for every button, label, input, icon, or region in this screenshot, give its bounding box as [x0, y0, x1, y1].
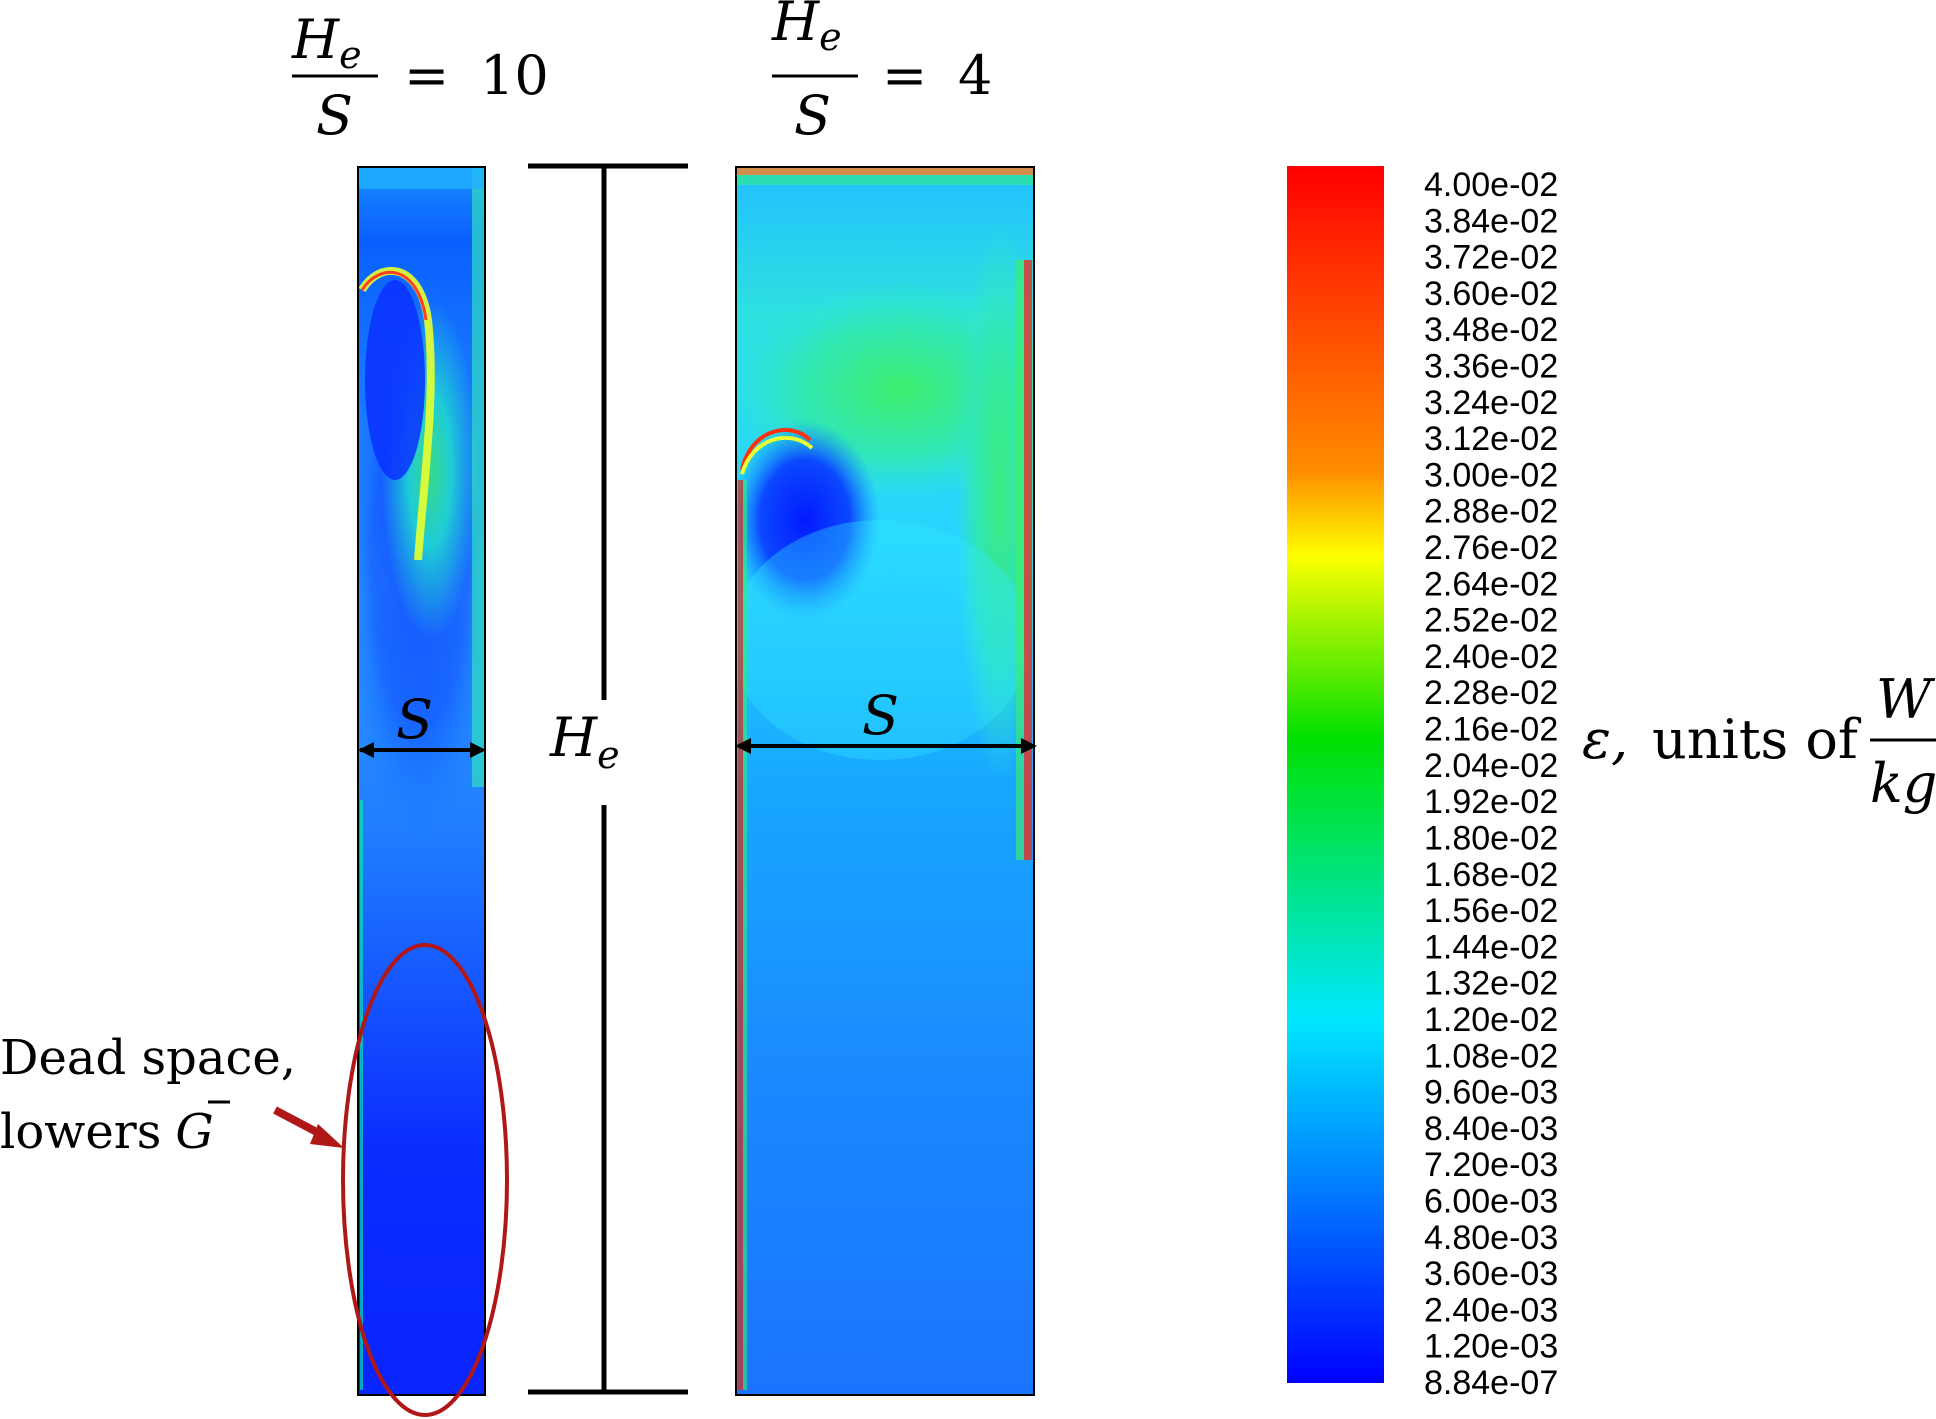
colorbar-tick-label: 3.72e-02	[1424, 239, 1558, 277]
title-ratio-4: He S = 4	[771, 0, 992, 147]
svg-text:He: He	[291, 8, 362, 77]
he-label: He	[549, 706, 620, 777]
colorbar-tick-label: 8.40e-03	[1424, 1110, 1558, 1148]
colorbar-tick-label: 1.68e-02	[1424, 856, 1558, 894]
colorbar-tick-label: 4.00e-02	[1424, 166, 1558, 204]
colorbar-tick-label: 2.52e-02	[1424, 602, 1558, 640]
colorbar-tick-label: 8.84e-07	[1424, 1364, 1558, 1402]
colorbar-tick-label: 2.76e-02	[1424, 529, 1558, 567]
s-arrow-ratio-4: S	[735, 684, 1037, 754]
dead-space-ellipse	[341, 943, 509, 1417]
colorbar-tick-label: 2.88e-02	[1424, 493, 1558, 531]
colorbar-tick-label: 1.44e-02	[1424, 928, 1558, 966]
colorbar-tick-label: 3.36e-02	[1424, 348, 1558, 386]
colorbar-tick-label: 3.60e-02	[1424, 275, 1558, 313]
he-height-marker: He	[528, 163, 688, 1395]
colorbar-tick-label: 1.80e-02	[1424, 820, 1558, 858]
colorbar-tick-label: 3.60e-03	[1424, 1255, 1558, 1293]
colorbar-tick-label: 3.12e-02	[1424, 420, 1558, 458]
colorbar	[1287, 166, 1384, 1383]
ratio-4-value: 4	[958, 44, 992, 107]
colorbar-tick-label: 7.20e-03	[1424, 1146, 1558, 1184]
colorbar-tick-label: 3.84e-02	[1424, 202, 1558, 240]
svg-text:=: =	[404, 44, 449, 107]
svg-text:S: S	[794, 84, 831, 147]
ratio-10-value: 10	[480, 44, 549, 107]
s-arrow-ratio-10: S	[358, 688, 486, 758]
colorbar-tick-label: 2.40e-02	[1424, 638, 1558, 676]
colorbar-tick-label: 9.60e-03	[1424, 1074, 1558, 1112]
colorbar-tick-label: 1.92e-02	[1424, 783, 1558, 821]
colorbar-tick-label: 1.20e-03	[1424, 1328, 1558, 1366]
contour-panel-ratio-10	[358, 167, 485, 1395]
colorbar-tick-label: 1.32e-02	[1424, 965, 1558, 1003]
contour-panel-ratio-4	[736, 167, 1034, 1395]
colorbar-tick-label: 2.40e-03	[1424, 1291, 1558, 1329]
colorbar-tick-label: 6.00e-03	[1424, 1183, 1558, 1221]
units-text: units of	[1652, 708, 1862, 771]
colorbar-ticks: 4.00e-023.84e-023.72e-023.60e-023.48e-02…	[1424, 166, 1558, 1402]
colorbar-tick-label: 2.64e-02	[1424, 565, 1558, 603]
units-numerator: W	[1876, 668, 1936, 731]
svg-text:=: =	[882, 44, 927, 107]
dead-space-annotation: Dead space, lowers G	[0, 943, 509, 1417]
colorbar-tick-label: 3.00e-02	[1424, 456, 1558, 494]
colorbar-tick-label: 4.80e-03	[1424, 1219, 1558, 1257]
colorbar-tick-label: 1.20e-02	[1424, 1001, 1558, 1039]
colorbar-tick-label: 2.04e-02	[1424, 747, 1558, 785]
title-ratio-10: He S = 10	[291, 8, 549, 147]
epsilon-symbol: ε,	[1582, 708, 1628, 771]
svg-text:S: S	[316, 84, 353, 147]
s-label-ratio-4: S	[862, 684, 899, 747]
colorbar-tick-label: 1.56e-02	[1424, 892, 1558, 930]
svg-text:He: He	[771, 0, 842, 59]
colorbar-tick-label: 1.08e-02	[1424, 1037, 1558, 1075]
units-denominator: kg	[1870, 752, 1936, 815]
colorbar-tick-label: 2.28e-02	[1424, 674, 1558, 712]
dead-space-label-line1: Dead space,	[0, 1030, 296, 1086]
colorbar-tick-label: 3.48e-02	[1424, 311, 1558, 349]
colorbar-tick-label: 2.16e-02	[1424, 711, 1558, 749]
colorbar-label: ε, units of W kg	[1582, 668, 1936, 815]
dead-space-label-line2: lowers G	[0, 1104, 214, 1160]
colorbar-tick-label: 3.24e-02	[1424, 384, 1558, 422]
s-label-ratio-10: S	[396, 688, 433, 751]
